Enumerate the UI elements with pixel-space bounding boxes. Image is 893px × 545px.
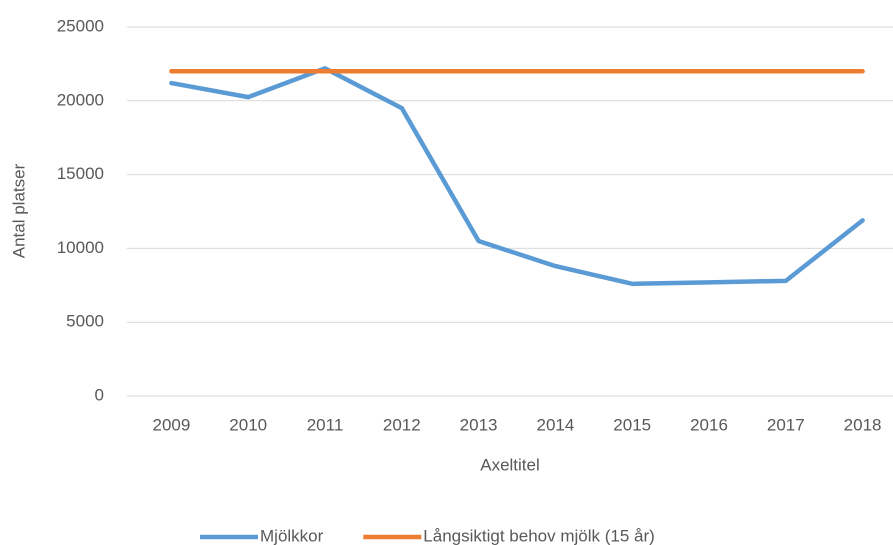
y-tick-label: 15000: [57, 164, 104, 183]
x-tick-label: 2009: [152, 415, 190, 434]
y-axis-label: Antal platser: [9, 163, 28, 258]
x-tick-label: 2011: [307, 415, 344, 434]
x-tick-label: 2012: [383, 415, 421, 434]
line-series: [169, 66, 865, 287]
y-tick-label: 0: [95, 385, 104, 404]
x-tick-label: 2017: [767, 415, 805, 434]
y-tick-label: 25000: [57, 16, 104, 35]
x-tick-label: 2010: [229, 415, 267, 434]
y-tick-label: 20000: [57, 90, 104, 109]
x-axis-label: Axeltitel: [480, 455, 540, 474]
legend-label: Mjölkkor: [260, 526, 324, 545]
x-tick-label: 2014: [536, 415, 574, 434]
y-tick-label: 10000: [57, 238, 104, 257]
y-tick-label: 5000: [66, 312, 104, 331]
x-tick-label: 2015: [613, 415, 651, 434]
legend-label: Långsiktigt behov mjölk (15 år): [423, 526, 655, 545]
x-tick-label: 2018: [844, 415, 882, 434]
x-tick-label: 2016: [690, 415, 728, 434]
x-tick-label: 2013: [460, 415, 498, 434]
